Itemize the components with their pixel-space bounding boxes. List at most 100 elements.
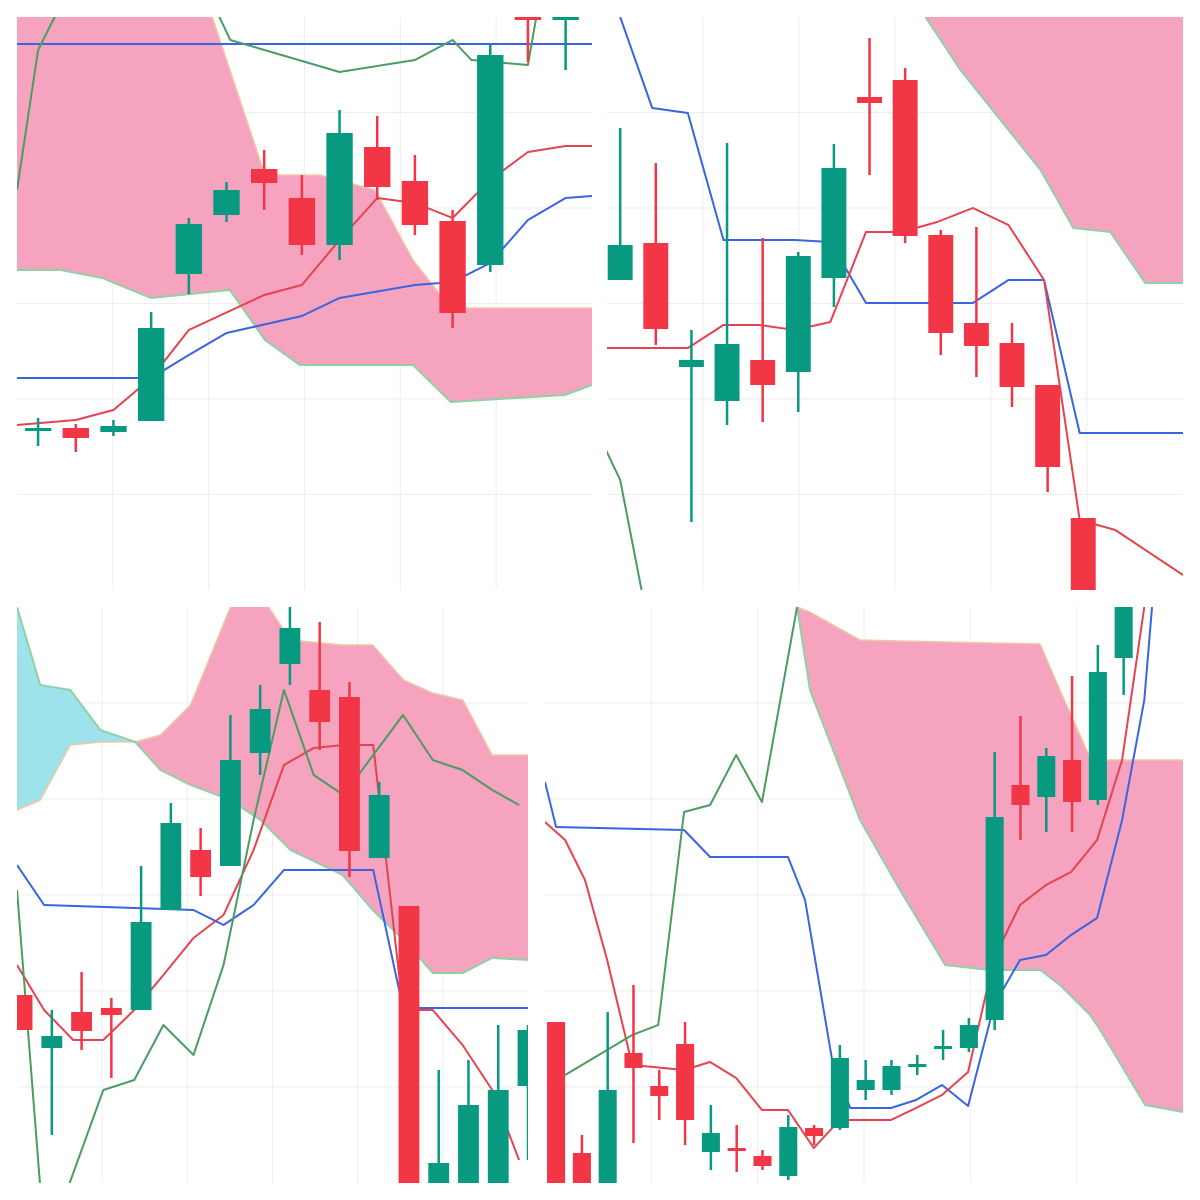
candle-body [779,1127,798,1176]
cloud-fill [1110,17,1146,284]
cloud-fill [1039,643,1061,986]
candle-body [1011,785,1030,805]
indicator-line [17,744,521,1161]
cloud-span-a [17,607,528,811]
candle-body [959,1025,978,1048]
candle-body [963,323,989,346]
candle-body [1035,385,1061,467]
candle-body [309,690,331,722]
candle-body [714,344,740,401]
cloud-span-b [17,269,592,403]
candle-body [62,428,89,438]
candle-body [41,1036,63,1048]
candle-body [1114,607,1133,658]
candle-body [1088,672,1107,800]
candle-body [517,1030,528,1086]
cloud-fill [450,307,566,403]
candle-body [250,169,278,183]
candle-body [190,850,212,877]
cloud-fill [1144,17,1183,284]
indicator-line [17,195,592,379]
candle-body [398,906,420,1183]
cloud-fill [372,644,404,941]
cloud-fill [1059,689,1091,1016]
candle-body [572,1153,591,1183]
cloud-fill [944,641,991,971]
candle-body [213,190,240,215]
candle-body [514,17,542,20]
candle-body [650,1086,669,1096]
cloud-fill [1072,17,1111,233]
candle-body [607,245,633,280]
candle-body [1063,760,1082,802]
candle-body [882,1066,901,1090]
candle-body [701,1133,720,1152]
cloud-fill [432,692,464,974]
candle-body [364,147,391,187]
cloud-span-a [796,607,1183,761]
candle-body [175,224,203,274]
candle-body [892,80,918,236]
candle-body [1037,756,1056,797]
candle-body [326,133,353,245]
candle-body [24,428,52,431]
candle-body [624,1053,643,1068]
cloud-fill [462,699,493,974]
chart-panel [545,607,1183,1183]
candle-body [830,1058,849,1128]
indicator-line [545,607,1154,1109]
indicator-line [17,689,520,1183]
cloud-fill [69,689,101,746]
candle-body [71,1012,92,1031]
chart-panel [607,17,1183,590]
cloud-fill [1040,17,1074,230]
candle-body [727,1148,746,1151]
candle-body [401,181,429,225]
cloud-span-b [17,607,528,974]
candle-body [137,328,165,421]
chart-panel [17,607,528,1183]
candle-body [753,1156,772,1166]
cloud-fill [60,17,103,279]
candle-body [985,817,1004,1020]
candle-body [249,709,271,753]
candle-body [368,795,390,858]
candle-body [805,1128,824,1136]
candle-body [477,55,504,265]
candle-body [821,168,847,278]
cloud-fill [209,17,231,293]
candle-body [785,256,811,372]
candle-body [17,995,33,1030]
candle-body [339,697,360,851]
candle-body [857,97,882,103]
indicator-line [17,864,528,1009]
candle-body [1070,518,1096,590]
candle-body [100,426,127,432]
candle-body [552,17,579,20]
candle-body [856,1080,875,1090]
indicator-line [619,17,1183,434]
candle-body [458,1105,479,1183]
cloud-fill [564,307,592,396]
cloud-fill [39,684,71,801]
candle-body [643,243,669,329]
indicator-line [564,607,799,1076]
candle-body [908,1064,927,1067]
candle-body [999,343,1025,387]
cloud-fill [809,611,861,821]
candle-body [100,1008,122,1015]
candle-body [934,1046,953,1049]
candle-body [487,1090,509,1183]
indicator-line [607,449,643,590]
cloud-fill [960,17,1041,171]
candle-body [676,1044,695,1120]
candle-body [288,198,316,245]
candle-body [279,628,301,664]
candle-body [678,360,704,367]
candle-body [160,823,182,910]
cloud-span-b [924,17,1183,284]
cloud-fill [899,640,946,967]
cloud-fill [101,17,152,299]
candle-body [130,922,152,1010]
